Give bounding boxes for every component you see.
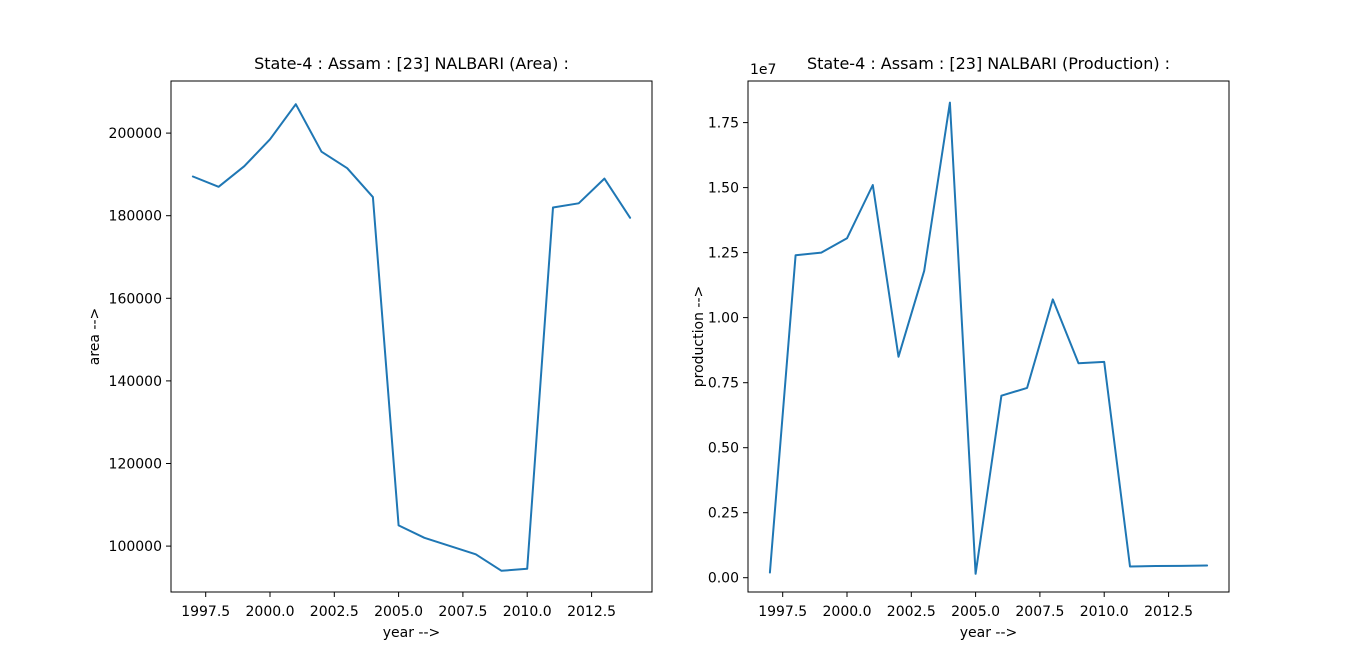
chart-title: State-4 : Assam : [23] NALBARI (Producti… xyxy=(807,54,1170,73)
x-tick-label: 2012.5 xyxy=(1144,604,1193,620)
y-tick-label: 1.00 xyxy=(708,311,739,327)
x-axis-label: year --> xyxy=(383,625,441,641)
y-tick-label: 200000 xyxy=(109,126,162,142)
y-tick-label: 1.75 xyxy=(708,116,739,132)
chart-title: State-4 : Assam : [23] NALBARI (Area) : xyxy=(254,54,569,73)
axes-border xyxy=(170,80,653,593)
y-tick-label: 0.75 xyxy=(708,376,739,392)
y-tick-label: 0.50 xyxy=(708,441,739,457)
x-tick-label: 2005.0 xyxy=(374,604,423,620)
y-tick-label: 1.50 xyxy=(708,181,739,197)
axis-offset-text: 1e7 xyxy=(750,62,776,78)
axes-border xyxy=(747,80,1230,593)
x-tick-label: 2002.5 xyxy=(887,604,936,620)
y-axis-label: area --> xyxy=(87,308,103,366)
data-line xyxy=(191,103,632,572)
y-tick-label: 0.00 xyxy=(708,571,739,587)
x-tick-label: 2007.5 xyxy=(438,604,487,620)
y-tick-label: 120000 xyxy=(109,457,162,473)
x-tick-label: 2007.5 xyxy=(1015,604,1064,620)
x-tick-label: 2000.0 xyxy=(823,604,872,620)
area-chart: State-4 : Assam : [23] NALBARI (Area) : … xyxy=(87,54,653,641)
y-tick-label: 0.25 xyxy=(708,506,739,522)
x-tick-label: 2010.0 xyxy=(503,604,552,620)
x-tick-label: 1997.5 xyxy=(758,604,807,620)
x-tick-label: 2012.5 xyxy=(567,604,616,620)
x-tick-label: 2002.5 xyxy=(310,604,359,620)
y-tick-label: 100000 xyxy=(109,539,162,555)
plot-area: 1997.5 2000.0 2002.5 2005.0 2007.5 2010.0 2012… xyxy=(708,80,1230,620)
production-chart: State-4 : Assam : [23] NALBARI (Producti… xyxy=(691,54,1230,641)
x-axis-label: year --> xyxy=(960,625,1018,641)
y-tick-label: 180000 xyxy=(109,209,162,225)
plot-area: 1997.5 2000.0 2002.5 2005.0 2007.5 2010.0 2012… xyxy=(109,80,653,620)
y-tick-label: 160000 xyxy=(109,291,162,307)
x-tick-label: 2010.0 xyxy=(1080,604,1129,620)
x-tick-label: 2005.0 xyxy=(951,604,1000,620)
y-tick-label: 1.25 xyxy=(708,246,739,262)
x-tick-label: 2000.0 xyxy=(246,604,295,620)
y-tick-label: 140000 xyxy=(109,374,162,390)
x-tick-label: 1997.5 xyxy=(181,604,230,620)
y-axis-label: production --> xyxy=(691,286,707,387)
data-line xyxy=(768,101,1209,575)
